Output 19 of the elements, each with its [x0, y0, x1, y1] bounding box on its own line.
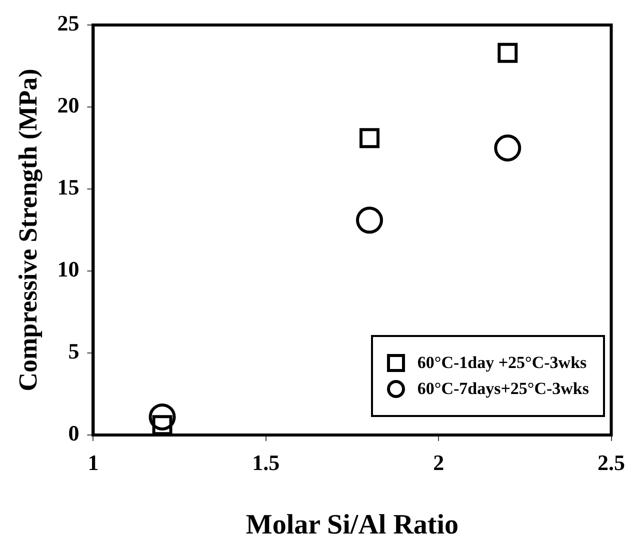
- legend-label: 60°C-1day +25°C-3wks: [417, 353, 587, 373]
- point: [498, 42, 518, 63]
- point: [494, 134, 522, 162]
- y-tick-label: 15: [57, 174, 80, 200]
- x-tick-label: 2: [433, 450, 444, 475]
- legend-label: 60°C-7days+25°C-3wks: [417, 379, 589, 399]
- point: [148, 403, 176, 430]
- x-axis-title: Molar Si/Al Ratio: [246, 509, 459, 540]
- y-tick-label: 20: [57, 92, 80, 118]
- y-tick-label: 25: [57, 10, 80, 36]
- point: [360, 128, 380, 148]
- y-tick-label: 0: [68, 420, 80, 446]
- x-tick-label: 1.5: [252, 450, 280, 475]
- x-tick-label: 1: [88, 450, 99, 475]
- x-tick-label: 2.5: [598, 450, 625, 475]
- y-axis-title: Compressive Strength (MPa): [13, 68, 42, 392]
- y-tick-label: 5: [68, 338, 80, 364]
- point: [356, 206, 383, 234]
- y-tick-label: 10: [57, 256, 80, 282]
